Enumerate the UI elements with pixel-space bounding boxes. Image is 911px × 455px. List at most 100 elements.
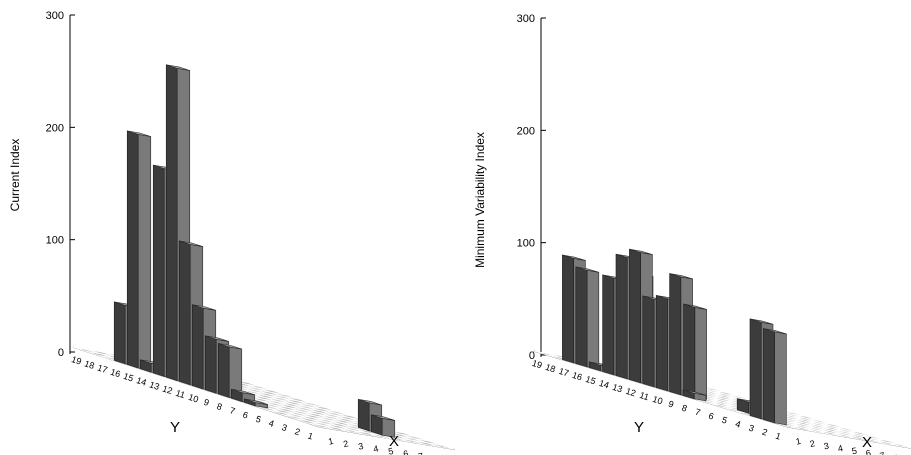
- bar-face-side: [749, 318, 762, 420]
- x-tick-label: 5: [851, 445, 858, 455]
- y-tick-label: 14: [135, 375, 148, 388]
- bar-face-side: [669, 273, 682, 396]
- bar-face-top: [575, 266, 599, 273]
- bar-face-top: [358, 399, 382, 406]
- x-tick-label: 2: [809, 438, 816, 449]
- bar-face-side: [217, 342, 230, 398]
- y-tick-label: 13: [611, 382, 624, 395]
- bar-face-side: [615, 253, 628, 380]
- z-tick-label: 0: [58, 347, 64, 359]
- y-tick-label: 4: [734, 419, 742, 430]
- bar-face-side: [642, 295, 655, 388]
- y-tick-label: 13: [148, 379, 161, 392]
- x-tick-label: 3: [357, 441, 364, 452]
- bar-face-side: [655, 294, 668, 392]
- bar-face-side: [602, 274, 615, 376]
- y-tick-label: 19: [70, 354, 83, 367]
- x-tick-label: 6: [402, 448, 409, 455]
- bar: [763, 328, 787, 426]
- x-tick-label: 4: [837, 443, 844, 454]
- bar-face-top: [371, 414, 395, 421]
- bar-face-top: [629, 248, 653, 255]
- y-tick-label: 18: [544, 362, 557, 375]
- floor-tile: [886, 441, 911, 449]
- bar-face-side: [204, 335, 217, 394]
- bar3d-chart-minimum-variability-index: 0100200300123456789191817161514131211109…: [473, 13, 911, 455]
- y-tick-label: 16: [571, 370, 584, 383]
- floor-tile: [426, 442, 455, 450]
- bar-face-front: [586, 269, 600, 370]
- bar-face-front: [694, 307, 707, 400]
- bar-face-side: [562, 254, 574, 364]
- x-axis-title: X: [862, 434, 872, 451]
- y-tick-label: 2: [293, 426, 301, 437]
- bar-face-top: [683, 303, 707, 310]
- x-tick-label: 7: [879, 450, 886, 455]
- y-tick-label: 10: [651, 394, 664, 407]
- bar-face-top: [205, 335, 229, 342]
- y-tick-label: 16: [109, 367, 122, 380]
- bar: [243, 398, 269, 409]
- labels: 0100200300123456789191817161514131211109…: [8, 10, 439, 455]
- y-tick-label: 17: [96, 363, 109, 376]
- y-tick-label: 18: [83, 358, 96, 371]
- bar-face-top: [231, 388, 255, 396]
- bar: [682, 389, 707, 402]
- bar-face-top: [669, 273, 693, 280]
- bar-face-side: [126, 130, 139, 369]
- x-axis-title: X: [389, 433, 399, 450]
- labels: 0100200300123456789191817161514131211109…: [473, 13, 900, 455]
- chart-panel-minimum-variability-index: 0100200300123456789191817161514131211109…: [456, 0, 911, 455]
- bar-face-top: [166, 64, 190, 71]
- y-tick-label: 11: [638, 390, 650, 402]
- bar-face-top: [562, 254, 586, 261]
- bar-face-side: [165, 64, 178, 382]
- z-tick-label: 200: [46, 122, 64, 134]
- y-tick-label: 11: [174, 388, 186, 400]
- bar3d-chart-current-index: 0100200300123456789191817161514131211109…: [8, 10, 455, 455]
- y-tick-label: 3: [280, 422, 288, 433]
- x-tick-label: 6: [865, 448, 872, 455]
- bar-face-side: [683, 303, 696, 398]
- y-tick-label: 2: [761, 427, 769, 438]
- bar-face-side: [575, 266, 588, 368]
- x-tick-label: 3: [823, 441, 830, 452]
- y-tick-label: 4: [267, 418, 275, 429]
- x-tick-label: 1: [795, 436, 802, 447]
- y-tick-label: 5: [721, 415, 729, 426]
- z-tick-label: 300: [517, 13, 535, 25]
- z-tick-label: 200: [517, 125, 535, 137]
- bar-face-top: [218, 343, 242, 350]
- bar-face-side: [191, 304, 204, 390]
- y-tick-label: 6: [241, 410, 249, 421]
- bar-face-top: [127, 130, 151, 137]
- y-tick-label: 7: [694, 407, 702, 418]
- bar-face-side: [357, 398, 370, 432]
- bar-face-front: [137, 134, 152, 371]
- x-tick-label: 7: [417, 451, 424, 455]
- y-tick-label: 12: [161, 384, 174, 397]
- bar-face-side: [113, 301, 126, 365]
- chart-panel-current-index: 0100200300123456789191817161514131211109…: [0, 0, 455, 455]
- bar-face-front: [774, 331, 787, 426]
- bar-face-top: [244, 398, 268, 405]
- bar-face-side: [629, 248, 641, 384]
- y-tick-label: 1: [774, 431, 782, 442]
- bar: [126, 130, 152, 371]
- bar-face-side: [152, 164, 165, 377]
- y-tick-label: 10: [187, 392, 200, 405]
- x-tick-label: 2: [342, 438, 349, 449]
- y-tick-label: 8: [215, 401, 223, 412]
- y-tick-label: 19: [531, 358, 544, 371]
- x-tick-label: 8: [432, 453, 439, 455]
- bar-face-top: [763, 328, 787, 335]
- y-tick-label: 15: [584, 374, 597, 387]
- bar-face-side: [763, 328, 775, 424]
- z-axis-title: Current Index: [8, 139, 22, 212]
- bar: [370, 414, 396, 438]
- bar-face-top: [179, 240, 203, 247]
- y-tick-label: 9: [202, 397, 210, 408]
- z-tick-label: 100: [517, 238, 535, 250]
- y-axis-title: Y: [634, 419, 644, 436]
- y-tick-label: 5: [254, 414, 262, 425]
